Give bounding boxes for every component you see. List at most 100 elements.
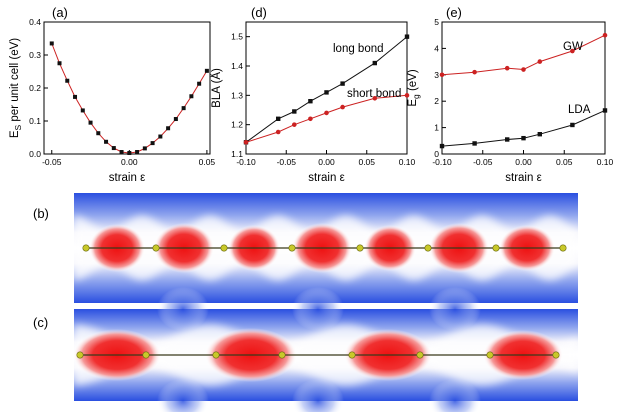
x-tick-label: 0.00 — [318, 157, 335, 167]
atom-icon — [492, 244, 500, 252]
y-axis-label: ES per unit cell (eV) — [9, 38, 23, 138]
data-point — [340, 81, 345, 86]
x-tick-label: 0.10 — [399, 157, 416, 167]
atom-icon — [416, 351, 424, 359]
y-tick-label: 0.4 — [29, 17, 41, 27]
panel-label-a: (a) — [52, 5, 68, 20]
data-point — [166, 126, 171, 131]
data-point — [49, 41, 54, 46]
y-axis-label: BLA (Å) — [210, 68, 223, 108]
density-pinch — [157, 379, 209, 417]
chart-strain-energy: -0.05 0.00 0.05 0.0 0.1 0.2 0.3 0.4 strain ε ES p… — [9, 17, 215, 184]
density-pinch — [429, 379, 481, 417]
panel-label-c: (c) — [33, 315, 48, 330]
y-tick-label: 2 — [434, 96, 439, 106]
data-point — [181, 106, 186, 111]
y-tick-label: 0.3 — [29, 50, 41, 60]
density-pinch — [292, 379, 344, 417]
data-point — [275, 129, 281, 135]
atom-icon — [559, 244, 567, 252]
atom-icon — [356, 244, 364, 252]
atom-icon — [486, 351, 494, 359]
data-point — [602, 108, 608, 113]
data-point — [197, 81, 202, 86]
y-tick-label: 1.1 — [231, 149, 243, 159]
density-map-b — [74, 193, 578, 303]
data-point — [537, 132, 542, 137]
chart-bla: -0.10 -0.05 0.00 0.05 0.10 1.1 1.2 1.3 1.4 1.5 str… — [210, 21, 416, 184]
data-point — [65, 78, 70, 83]
data-point — [104, 139, 109, 144]
x-tick-label: 0.00 — [515, 157, 532, 167]
y-tick-label: 0.2 — [29, 83, 41, 93]
y-tick-label: 5 — [434, 17, 439, 27]
atom-icon — [278, 351, 286, 359]
data-point — [372, 60, 377, 66]
data-point — [537, 59, 543, 64]
data-point — [73, 94, 78, 99]
x-axis-label: strain ε — [308, 172, 344, 184]
panel-label-e: (e) — [446, 5, 462, 20]
y-tick-label: 3 — [434, 70, 439, 80]
atom-icon — [220, 244, 228, 252]
data-point — [158, 134, 163, 139]
series-label-long-bond: long bond — [333, 43, 384, 55]
panel-label-b: (b) — [33, 206, 49, 221]
data-point — [135, 150, 140, 155]
data-point — [472, 69, 477, 75]
data-point — [204, 68, 209, 73]
x-tick-label: -0.10 — [432, 157, 452, 167]
data-point — [308, 116, 313, 122]
series-line-short-bond — [245, 94, 408, 143]
data-point — [340, 104, 345, 110]
y-tick-label: 1.2 — [231, 120, 243, 130]
x-tick-label: -0.05 — [277, 157, 297, 167]
series-line-long-bond — [245, 36, 408, 143]
data-point — [88, 120, 93, 125]
data-point — [150, 141, 155, 146]
data-point — [570, 48, 575, 54]
y-tick-label: 1.3 — [231, 90, 243, 100]
series-label-lda: LDA — [568, 104, 591, 116]
data-point — [189, 94, 194, 99]
x-tick-label: -0.05 — [473, 157, 493, 167]
data-point — [142, 146, 147, 151]
atom-icon — [424, 244, 432, 252]
density-pinch — [292, 287, 344, 331]
y-tick-label: 4 — [434, 43, 439, 53]
y-tick-label: 1.5 — [231, 32, 243, 42]
data-point — [173, 117, 178, 122]
x-tick-label: 0.05 — [199, 157, 216, 167]
y-axis-label: Eg (eV) — [407, 69, 421, 106]
data-point — [521, 135, 526, 141]
chart-bandgap: -0.10 -0.05 0.00 0.05 0.10 0 1 2 3 4 5 strain ε Eg (… — [407, 17, 614, 184]
x-tick-label: 0.05 — [556, 157, 573, 167]
data-point — [276, 116, 281, 121]
density-map-c — [73, 287, 578, 417]
data-point — [292, 122, 297, 127]
x-tick-label: -0.05 — [42, 157, 62, 167]
data-point — [504, 65, 510, 71]
data-point — [80, 108, 85, 113]
atom-icon — [82, 244, 90, 252]
data-point — [243, 139, 249, 145]
panel-label-d: (d) — [251, 5, 267, 20]
atom-icon — [142, 351, 150, 359]
series-label-gw: GW — [563, 41, 583, 53]
data-point — [439, 72, 445, 78]
data-point — [57, 61, 62, 66]
x-tick-label: 0.10 — [597, 157, 614, 167]
atom-icon — [552, 351, 560, 359]
x-tick-label: 0.00 — [121, 157, 138, 167]
data-point — [324, 110, 329, 116]
atom-icon — [288, 244, 296, 252]
plot-frame — [43, 21, 211, 155]
series-label-short-bond: short bond — [347, 88, 401, 100]
data-point — [372, 95, 378, 101]
x-tick-label: -0.10 — [236, 157, 256, 167]
data-point — [404, 34, 410, 39]
data-point — [127, 151, 132, 156]
data-point — [292, 109, 297, 114]
data-point — [324, 90, 329, 95]
